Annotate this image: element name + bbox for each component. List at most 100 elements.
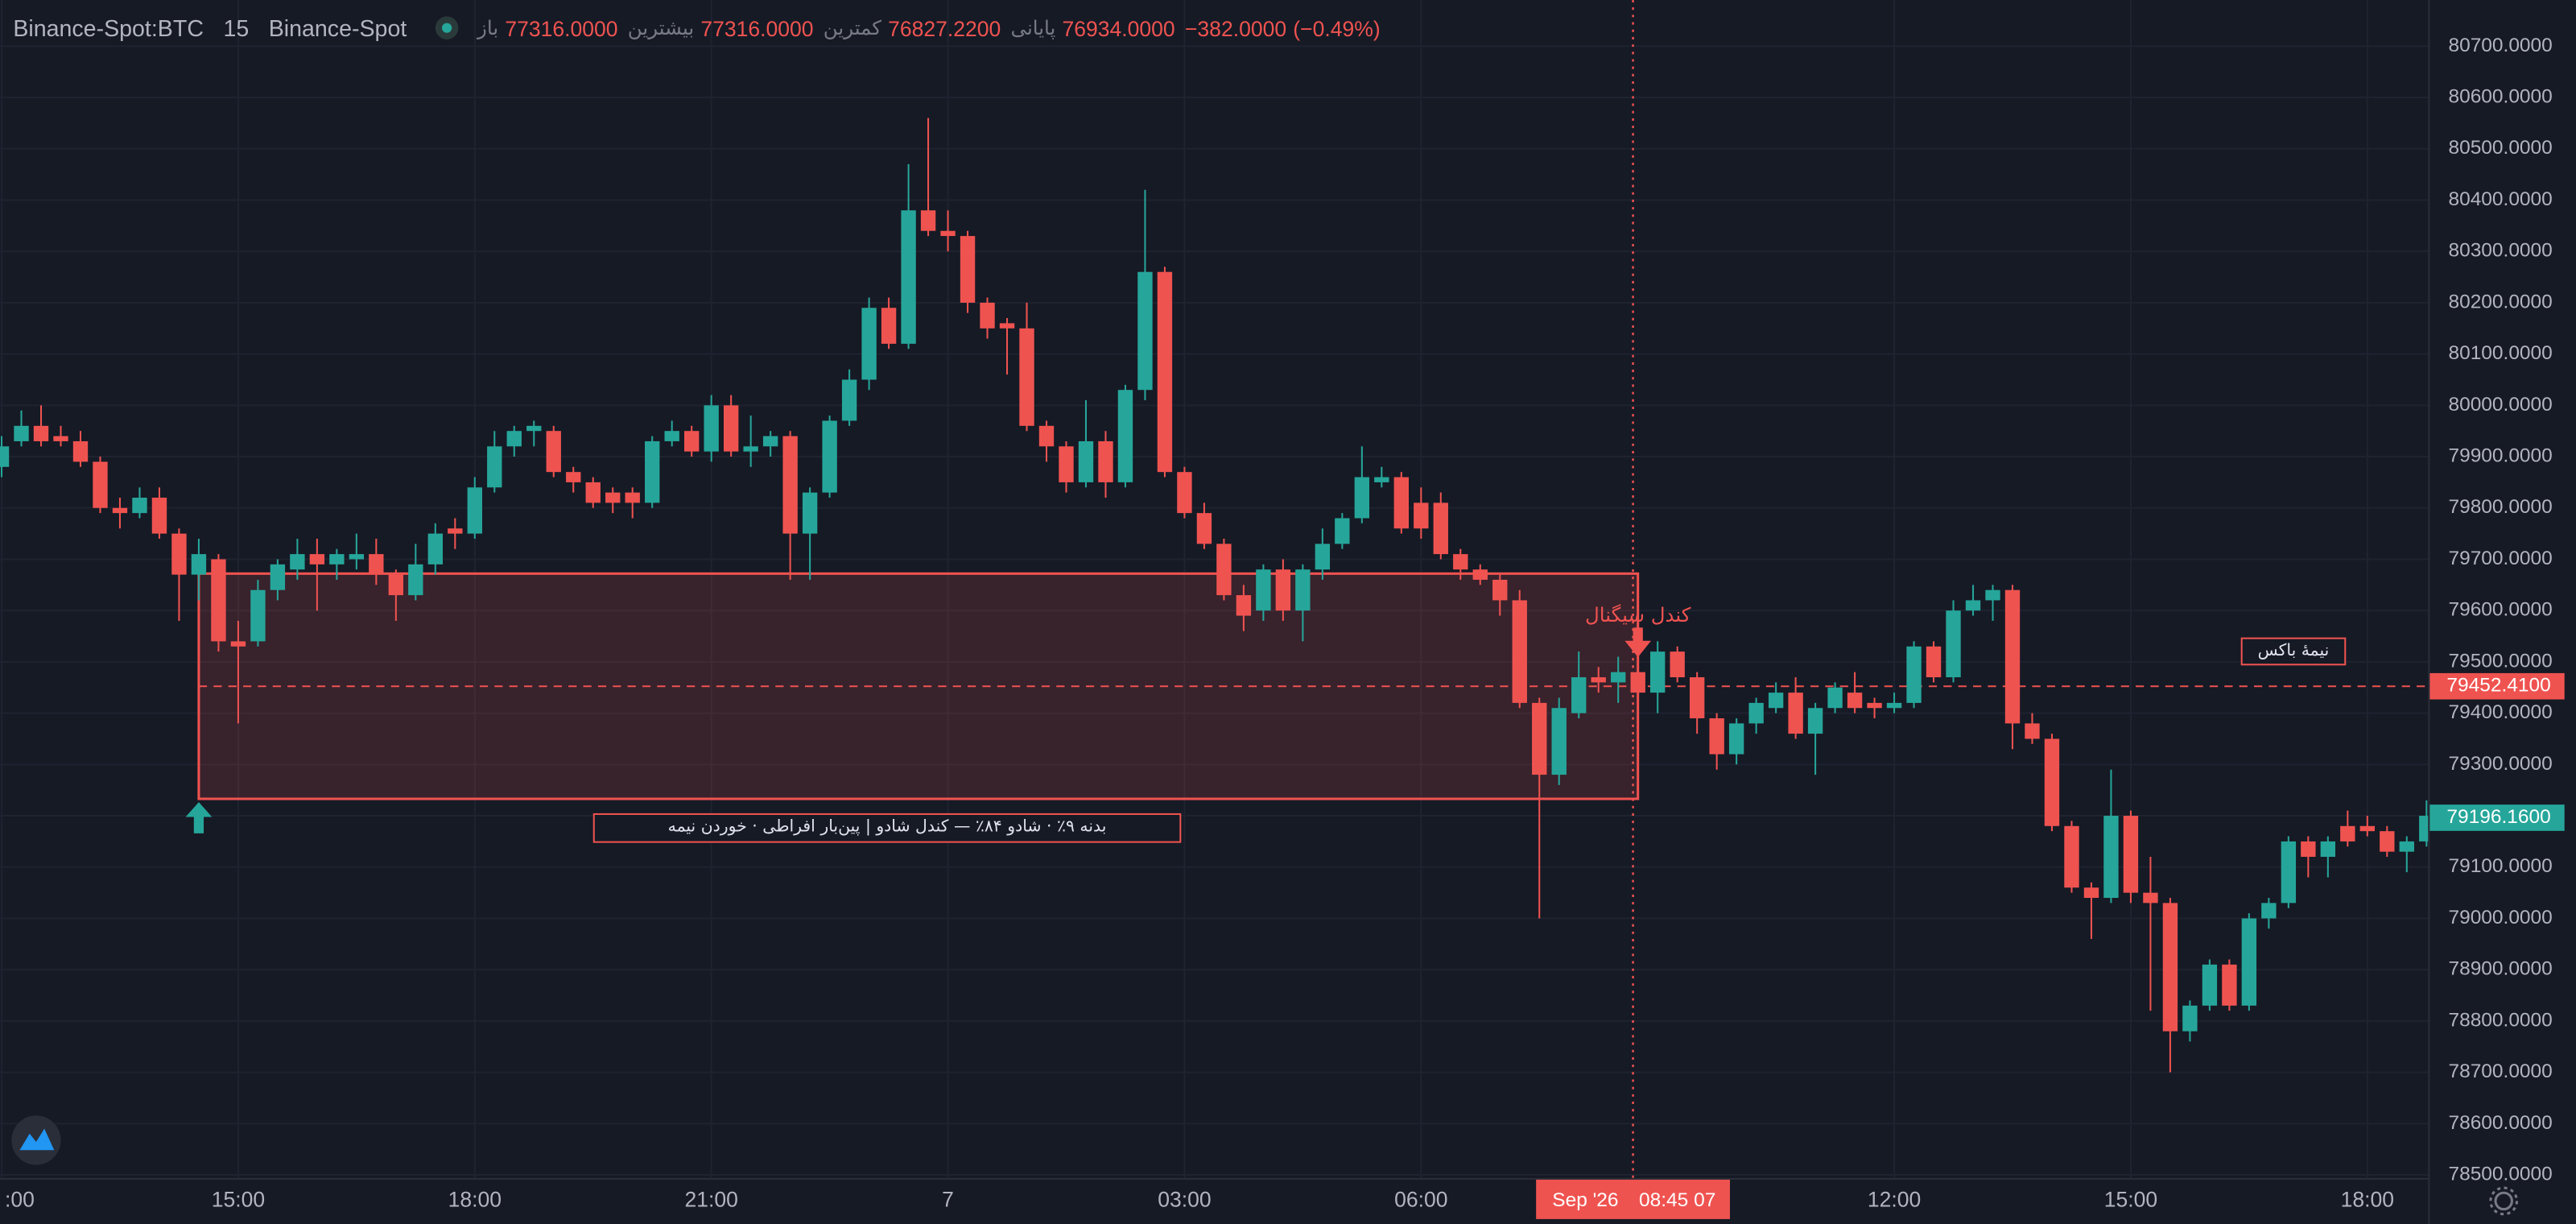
candle-body: [743, 446, 758, 452]
mid-label: نیمهٔ باکس: [2240, 637, 2347, 666]
candle-body: [1709, 717, 1724, 755]
time-axis-bg: [0, 1177, 2429, 1224]
overlay: کندل سیگنال: [185, 603, 1691, 833]
crosshair-time: 08:45 07: [1639, 1189, 1715, 1211]
change-percent: (−0.49%): [1293, 15, 1381, 40]
candle-body: [2202, 964, 2218, 1006]
legend-header: Binance-Spot:BTC 15 Binance-Spot باز 7731…: [13, 10, 1380, 46]
candle-body: [1847, 693, 1863, 709]
candle-body: [881, 308, 897, 344]
y-tick-label: 78700.0000: [2448, 1061, 2552, 1082]
candle-body: [1393, 477, 1409, 529]
x-tick-label: 18:00: [448, 1187, 502, 1211]
candle-body: [861, 308, 877, 380]
x-tick-label: 12:00: [1868, 1187, 1921, 1211]
candle-body: [1946, 610, 1961, 678]
grid: [0, 0, 2429, 1178]
legend-label: کمترین: [823, 16, 881, 39]
candle-body: [1098, 440, 1113, 482]
candle-body: [1453, 554, 1468, 570]
candle-body: [2123, 816, 2139, 893]
candle-body: [2399, 841, 2414, 852]
y-tick-label: 79700.0000: [2448, 548, 2552, 569]
mid-price-tag: 79452.4100: [2446, 675, 2550, 697]
signal-arrow: [1624, 627, 1652, 658]
legend-label: باز: [477, 16, 499, 39]
axes: 78500.0000 78600.0000 78700.0000 78800.0000…: [5, 35, 2565, 1211]
candle-body: [1768, 693, 1784, 709]
candle-body: [802, 492, 818, 534]
symbol[interactable]: Binance-Spot:BTC: [13, 14, 204, 42]
candle-body: [1374, 477, 1389, 482]
exchange[interactable]: Binance-Spot: [268, 14, 407, 42]
last-price-tag-bg: [2429, 804, 2565, 831]
y-tick-label: 80100.0000: [2448, 342, 2552, 364]
x-tick-label: 18:00: [2341, 1187, 2394, 1211]
price-axis-bg: [2428, 0, 2576, 1224]
candle-body: [467, 487, 482, 534]
candle-body: [1571, 677, 1587, 713]
y-tick-label: 79300.0000: [2448, 753, 2552, 775]
candle-body: [2162, 903, 2178, 1032]
y-tick-label: 79400.0000: [2448, 701, 2552, 723]
candle-body: [841, 379, 857, 421]
crosshair-time-bg: [1536, 1179, 1730, 1219]
candle-body: [369, 554, 384, 575]
candle-body: [1078, 440, 1094, 482]
candle-body: [762, 436, 778, 447]
candle-body: [427, 533, 443, 564]
interval[interactable]: 15: [223, 14, 250, 42]
candle-body: [683, 431, 700, 452]
y-tick-label: 80500.0000: [2448, 137, 2552, 159]
candle-body: [1433, 502, 1448, 555]
x-tick-label: 21:00: [684, 1187, 737, 1211]
candle-body: [645, 440, 660, 503]
candle-body: [250, 589, 266, 642]
candle-body: [1137, 271, 1153, 391]
candle-body: [2281, 841, 2297, 904]
candle-body: [14, 425, 29, 441]
candle-body: [1472, 569, 1488, 580]
candle-body: [1985, 589, 2000, 601]
candle-body: [2359, 825, 2375, 832]
logo-circle: [11, 1115, 61, 1165]
status-dot: [434, 16, 458, 39]
settings-gear[interactable]: [2494, 1191, 2513, 1211]
settings-teeth[interactable]: [2489, 1186, 2519, 1216]
candle-body: [1177, 472, 1192, 514]
candle-body: [349, 554, 365, 560]
candle-body: [2083, 887, 2099, 898]
candle-body: [270, 564, 286, 590]
candle-body: [723, 405, 739, 452]
candle-body: [171, 533, 187, 575]
candle-body: [664, 431, 679, 441]
candle-body: [1038, 425, 1055, 447]
candle-body: [1295, 569, 1311, 611]
y-tick-label: 79500.0000: [2448, 650, 2552, 672]
candle-body: [822, 420, 837, 493]
candle-body: [290, 554, 305, 570]
candle-body: [33, 425, 49, 441]
candle-body: [2340, 825, 2355, 842]
y-tick-label: 79900.0000: [2448, 445, 2552, 467]
candle-body: [2103, 816, 2119, 898]
candle-body: [526, 425, 542, 432]
candle-body: [1788, 693, 1803, 734]
settings-icon[interactable]: [2489, 1186, 2519, 1216]
x-tick-label: 03:00: [1158, 1187, 1211, 1211]
candle-body: [1649, 651, 1666, 693]
candle-body: [1492, 579, 1508, 601]
candle-body: [1611, 672, 1626, 683]
y-tick-label: 78600.0000: [2448, 1112, 2552, 1134]
legend-value: 76934.0000: [1062, 15, 1175, 40]
candle-body: [704, 405, 719, 452]
candle-body: [1019, 328, 1034, 426]
candle-body: [506, 431, 522, 447]
x-tick-label: 15:00: [2104, 1187, 2157, 1211]
y-tick-label: 79100.0000: [2448, 855, 2552, 877]
candle-body: [1236, 595, 1252, 616]
candle-body: [1414, 502, 1429, 529]
y-tick-label: 80400.0000: [2448, 188, 2552, 210]
